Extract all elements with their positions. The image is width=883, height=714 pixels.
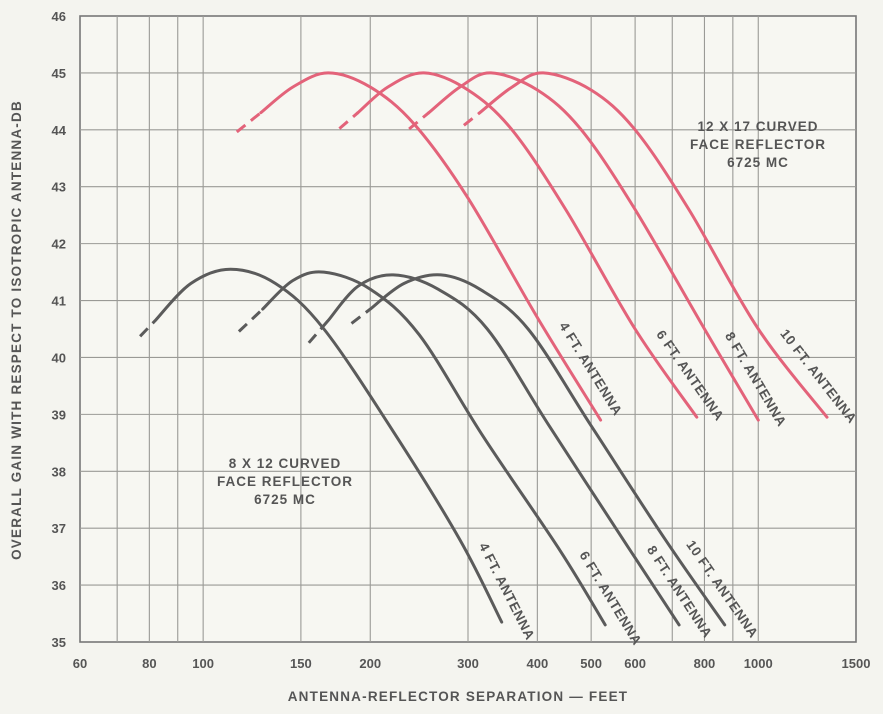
series-line-1-6-ft-antenna: [261, 270, 607, 627]
series-line-1-4-ft-antenna: [153, 267, 504, 624]
y-tick-label: 38: [52, 464, 66, 479]
y-tick-label: 42: [52, 237, 66, 252]
x-axis-title: ANTENNA-REFLECTOR SEPARATION — FEET: [288, 689, 629, 704]
x-tick-label: 800: [694, 656, 716, 671]
series-layer: [139, 71, 829, 627]
y-tick-label: 44: [52, 123, 67, 138]
x-tick-labels: 60 80 100 150 200 300 400 500 600 800 1000 1500: [73, 656, 871, 671]
x-tick-label: 80: [142, 656, 156, 671]
annotation-8x12-line1: 8 X 12 CURVED: [229, 456, 342, 471]
y-tick-label: 39: [52, 407, 66, 422]
series-dashed-0-10-ft-antenna: [462, 111, 481, 127]
annotation-8x12-line3: 6725 MC: [254, 492, 316, 507]
series-line-0-6-ft-antenna: [356, 71, 699, 419]
series-line-1-10-ft-antenna: [368, 273, 727, 627]
series-line-1-8-ft-antenna: [326, 273, 681, 627]
annotation-12x17-line1: 12 X 17 CURVED: [697, 119, 818, 134]
y-tick-label: 41: [52, 294, 66, 309]
x-tick-label: 200: [359, 656, 381, 671]
y-tick-label: 36: [52, 578, 66, 593]
y-tick-label: 35: [52, 635, 66, 650]
y-tick-label: 46: [52, 9, 66, 24]
x-tick-label: 1000: [744, 656, 773, 671]
y-tick-labels: 35 36 37 38 39 40 41 42 43 44 45 46: [52, 9, 67, 650]
x-tick-label: 600: [624, 656, 646, 671]
x-tick-label: 400: [527, 656, 549, 671]
y-tick-label: 40: [52, 350, 66, 365]
x-tick-label: 300: [457, 656, 479, 671]
annotation-8x12-line2: FACE REFLECTOR: [217, 474, 353, 489]
x-tick-label: 150: [290, 656, 312, 671]
y-axis-title: OVERALL GAIN WITH RESPECT TO ISOTROPIC A…: [9, 100, 24, 560]
series-line-0-8-ft-antenna: [427, 71, 760, 422]
series-dashed-0-6-ft-antenna: [338, 111, 359, 130]
x-tick-label: 1500: [842, 656, 871, 671]
x-tick-label: 100: [192, 656, 214, 671]
y-tick-label: 45: [52, 66, 66, 81]
y-tick-label: 43: [52, 180, 66, 195]
series-dashed-1-4-ft-antenna: [139, 319, 157, 338]
series-line-0-10-ft-antenna: [478, 71, 829, 419]
series-dashed-0-8-ft-antenna: [408, 111, 430, 131]
series-dashed-1-6-ft-antenna: [237, 308, 264, 333]
x-tick-label: 500: [580, 656, 602, 671]
series-dashed-1-8-ft-antenna: [307, 319, 330, 344]
y-tick-label: 37: [52, 521, 66, 536]
annotation-12x17-line2: FACE REFLECTOR: [690, 137, 826, 152]
series-dashed-1-10-ft-antenna: [350, 307, 372, 325]
series-dashed-0-4-ft-antenna: [235, 111, 262, 134]
x-tick-label: 60: [73, 656, 87, 671]
annotation-12x17-line3: 6725 MC: [727, 155, 789, 170]
